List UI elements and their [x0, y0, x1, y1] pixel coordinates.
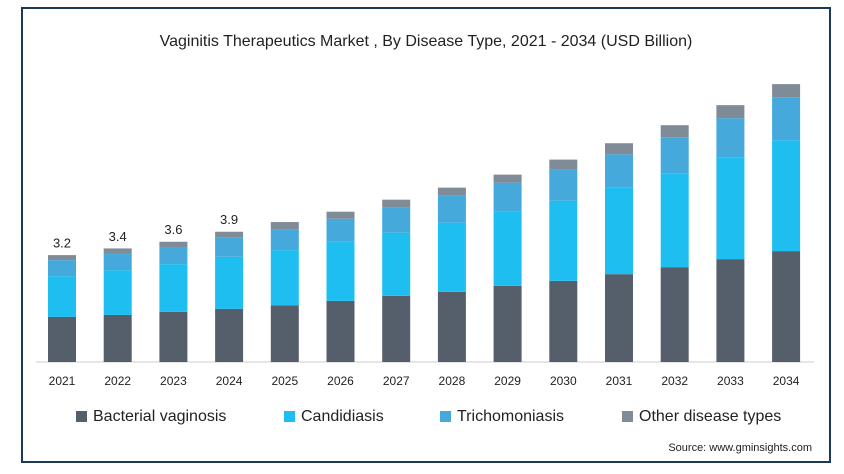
x-tick-label: 2033 [717, 374, 744, 388]
bar-segment [382, 232, 411, 296]
bar-segment [48, 316, 76, 362]
bar-segment [382, 199, 411, 208]
x-tick-label: 2029 [494, 374, 521, 388]
legend-label: Other disease types [639, 408, 781, 425]
legend-label: Bacterial vaginosis [93, 408, 226, 425]
bar-segment [493, 211, 522, 286]
bar-segment [772, 251, 801, 362]
bar-segment [215, 308, 244, 362]
bar-segment [549, 159, 578, 170]
total-label: 3.4 [109, 229, 127, 244]
bar-segment [382, 295, 411, 362]
legend-swatch [76, 411, 87, 422]
bar-segment [549, 200, 578, 281]
bar-segment [382, 207, 411, 233]
x-tick-label: 2026 [327, 374, 354, 388]
bar-segment [605, 274, 633, 362]
bar-segment [716, 118, 745, 158]
bar-segment [159, 241, 188, 248]
bar-segment [326, 300, 355, 362]
x-tick-label: 2024 [216, 374, 243, 388]
bar-segment [159, 264, 188, 312]
bar-segment [103, 248, 132, 254]
bar-segment [549, 169, 578, 201]
x-tick-label: 2021 [49, 374, 76, 388]
bar-segment [493, 285, 522, 362]
bar-segment [103, 253, 132, 271]
bar-segment [605, 143, 633, 155]
bar-segment [660, 137, 689, 174]
bar-segment [270, 250, 299, 306]
legend-label: Candidiasis [301, 408, 384, 425]
bar-segment [270, 229, 299, 251]
bar-segment [437, 222, 466, 292]
chart-title: Vaginitis Therapeutics Market , By Disea… [160, 33, 693, 50]
bar-segment [605, 187, 633, 275]
bar-segment [215, 237, 244, 257]
legend-swatch [284, 411, 295, 422]
bar-segment [493, 174, 522, 183]
total-label: 3.9 [220, 212, 238, 227]
bar-segment [605, 154, 633, 188]
bar-segment [716, 157, 745, 260]
bar-segment [326, 241, 355, 301]
bar-segment [326, 211, 355, 219]
total-label: 3.6 [164, 222, 182, 237]
x-tick-label: 2031 [606, 374, 633, 388]
bar-segment [159, 247, 188, 265]
bar-segment [215, 256, 244, 309]
legend-swatch [622, 411, 633, 422]
bar-segment [215, 231, 244, 238]
legend-label: Trichomoniasis [457, 408, 564, 425]
bar-segment [48, 255, 76, 261]
bar-segment [270, 222, 299, 230]
bar-segment [772, 97, 801, 141]
frame [21, 7, 831, 463]
source: Source: www.gminsights.com [668, 442, 812, 454]
bar-segment [437, 187, 466, 196]
legend-swatch [440, 411, 451, 422]
bar-segment [549, 280, 578, 362]
bar-segment [48, 276, 76, 317]
x-tick-label: 2032 [661, 374, 688, 388]
x-tick-label: 2030 [550, 374, 577, 388]
x-tick-label: 2027 [383, 374, 410, 388]
total-label: 3.2 [53, 236, 71, 251]
bar-segment [772, 84, 801, 98]
bar-segment [660, 125, 689, 138]
x-tick-label: 2022 [104, 374, 131, 388]
bar-segment [437, 195, 466, 223]
x-tick-label: 2025 [271, 374, 298, 388]
bar-segment [326, 218, 355, 242]
bar-segment [772, 140, 801, 252]
bar-segment [270, 305, 299, 362]
bar-segment [660, 173, 689, 268]
bar-segment [48, 260, 76, 277]
bar-segment [660, 267, 689, 362]
bar-segment [103, 314, 132, 362]
bar-segment [716, 105, 745, 119]
x-tick-label: 2034 [773, 374, 800, 388]
bar-segment [159, 311, 188, 362]
x-tick-label: 2023 [160, 374, 187, 388]
bar-segment [437, 291, 466, 362]
bar-segment [103, 270, 132, 315]
bar-segment [493, 182, 522, 212]
x-tick-label: 2028 [439, 374, 466, 388]
bar-segment [716, 259, 745, 362]
